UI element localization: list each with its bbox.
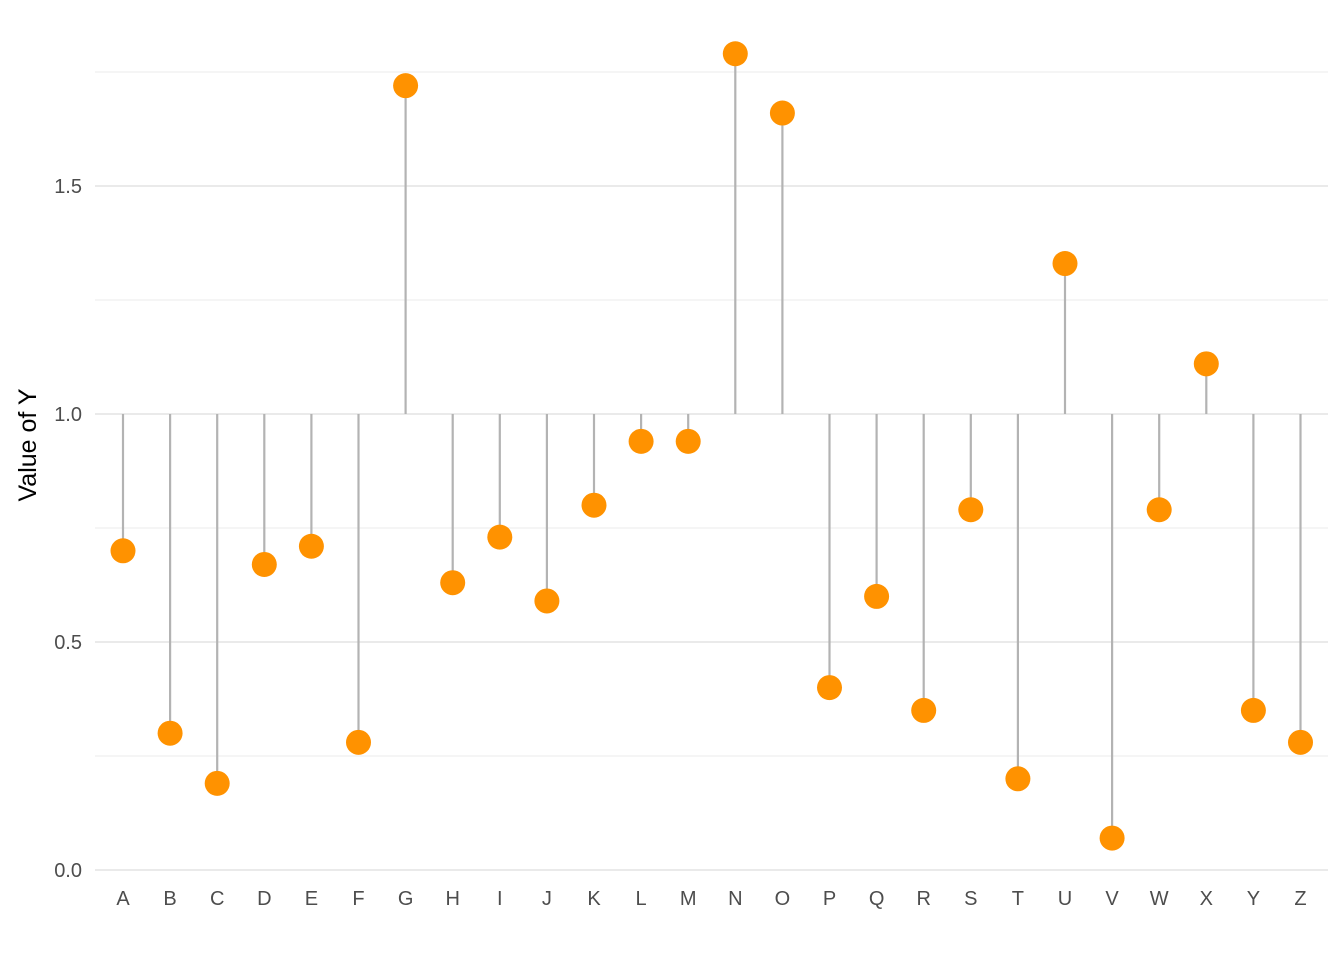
point-U (1052, 251, 1078, 277)
point-S (958, 497, 984, 523)
x-tick-label: V (1105, 888, 1119, 910)
points (110, 41, 1313, 851)
x-tick-label: E (305, 888, 318, 910)
point-I (487, 524, 513, 550)
x-tick-label: B (163, 888, 176, 910)
x-tick-label: Y (1247, 888, 1260, 910)
x-tick-label: O (775, 888, 791, 910)
x-tick-label: Q (869, 888, 885, 910)
grid-lines (95, 71, 1328, 871)
x-tick-label: C (210, 888, 224, 910)
point-W (1146, 497, 1172, 523)
point-H (440, 570, 466, 596)
x-tick-label: K (587, 888, 601, 910)
point-Q (864, 583, 890, 609)
point-P (817, 675, 842, 701)
x-tick-label: F (352, 888, 364, 910)
y-tick-labels: 0.0 0.5 1.0 1.5 (54, 176, 82, 882)
point-F (346, 729, 371, 755)
point-M (675, 428, 701, 454)
x-tick-label: N (728, 888, 742, 910)
x-tick-label: L (636, 888, 647, 910)
point-E (298, 533, 324, 559)
point-R (911, 697, 937, 723)
point-T (1005, 766, 1031, 792)
point-G (393, 73, 419, 99)
point-O (769, 100, 795, 126)
point-L (628, 428, 654, 454)
x-tick-label: P (823, 888, 836, 910)
point-Y (1240, 697, 1266, 723)
x-tick-label: S (964, 888, 977, 910)
y-tick-label: 1.5 (54, 176, 82, 198)
x-tick-label: Z (1294, 888, 1306, 910)
point-V (1099, 825, 1125, 851)
point-B (157, 720, 183, 746)
point-J (534, 588, 560, 614)
x-tick-labels: A B C D E F G H I J K L M N O P Q R S T U V W X Y Z (116, 888, 1306, 910)
point-D (251, 551, 277, 577)
x-tick-label: T (1012, 888, 1024, 910)
x-tick-label: D (257, 888, 271, 910)
y-tick-label: 0.5 (54, 632, 82, 654)
x-tick-label: A (116, 888, 130, 910)
point-K (581, 492, 607, 518)
y-axis-title: Value of Y (14, 388, 42, 501)
point-N (722, 41, 748, 67)
x-tick-label: M (680, 888, 697, 910)
x-tick-label: X (1200, 888, 1213, 910)
stems (121, 53, 1302, 839)
x-tick-label: W (1150, 888, 1169, 910)
x-tick-label: R (916, 888, 930, 910)
y-tick-label: 1.0 (54, 404, 82, 426)
y-tick-label: 0.0 (54, 860, 82, 882)
point-C (204, 770, 230, 796)
point-A (110, 538, 136, 564)
x-tick-label: G (398, 888, 414, 910)
point-X (1193, 351, 1219, 377)
x-tick-label: I (497, 888, 503, 910)
x-tick-label: H (445, 888, 459, 910)
x-tick-label: U (1058, 888, 1072, 910)
x-tick-label: J (542, 888, 552, 910)
point-Z (1288, 729, 1313, 755)
